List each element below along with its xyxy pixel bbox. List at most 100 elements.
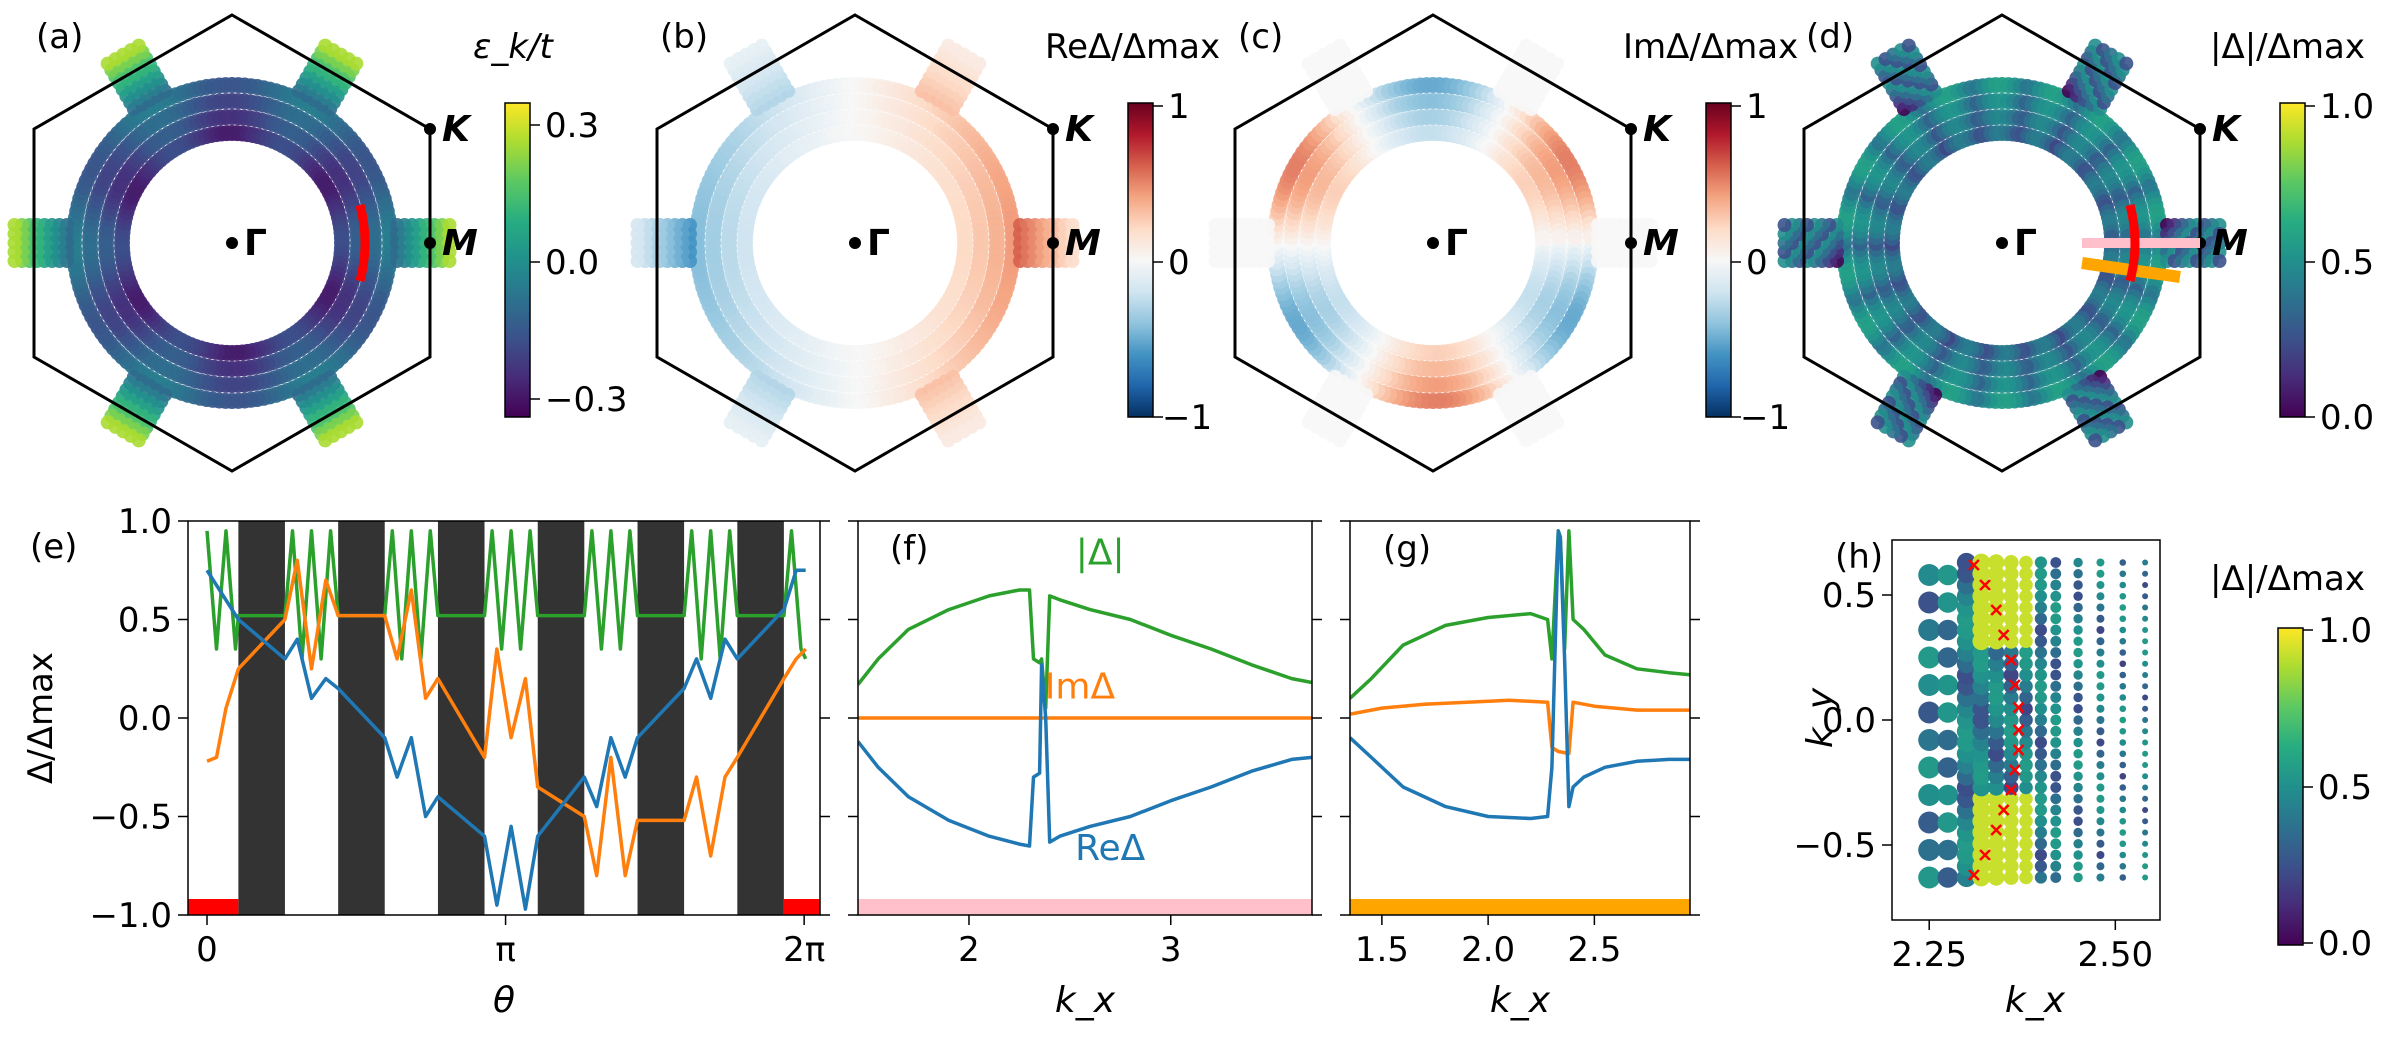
scatter-point bbox=[2096, 839, 2105, 848]
scatter-point bbox=[2003, 600, 2019, 615]
scatter-point bbox=[1937, 867, 1959, 888]
scatter-point bbox=[1988, 621, 2005, 639]
scatter-point bbox=[2003, 780, 2019, 795]
scatter-point bbox=[2034, 612, 2047, 625]
cross-marker bbox=[1990, 604, 2003, 616]
shaded-band bbox=[537, 521, 585, 915]
scatter-point bbox=[1988, 824, 2005, 841]
scatter-point bbox=[2050, 737, 2062, 748]
k-point bbox=[333, 229, 350, 246]
scatter-point bbox=[2019, 769, 2033, 784]
axes-frame bbox=[1349, 520, 1691, 916]
scatter-point bbox=[2003, 836, 2019, 852]
scatter-point bbox=[2096, 817, 2105, 826]
scatter-point bbox=[2003, 858, 2019, 874]
scatter-point bbox=[2073, 636, 2083, 646]
k-label: K bbox=[1643, 109, 1674, 150]
scatter-point bbox=[2096, 569, 2105, 578]
scatter-point bbox=[2050, 590, 2062, 602]
energy-dots bbox=[7, 38, 457, 448]
scatter-point bbox=[2003, 768, 2019, 784]
cbar-tick: 1 bbox=[1168, 87, 1190, 127]
scatter-point bbox=[1937, 592, 1959, 613]
scatter-point bbox=[2142, 818, 2149, 825]
cross-marker bbox=[2012, 701, 2025, 714]
x-axis-label: k_x bbox=[2005, 980, 2066, 1021]
scatter-point bbox=[2019, 578, 2033, 592]
cross-marker bbox=[1979, 849, 1991, 861]
scatter-point bbox=[2096, 761, 2105, 769]
scatter-point bbox=[2096, 637, 2105, 646]
scatter-point bbox=[2119, 671, 2127, 679]
scatter-point bbox=[2142, 672, 2149, 678]
scatter-point bbox=[2003, 678, 2019, 694]
scatter-point bbox=[1988, 745, 2005, 762]
scatter-point bbox=[2034, 725, 2047, 738]
scatter-point bbox=[2073, 771, 2083, 781]
axes-frame bbox=[1891, 539, 2161, 921]
y-tick-label: −1.0 bbox=[89, 896, 172, 936]
scatter-point bbox=[2096, 592, 2105, 601]
scatter-point bbox=[2034, 871, 2047, 884]
series-im bbox=[1350, 698, 1690, 756]
k-point bbox=[754, 38, 769, 53]
cut-indicator bbox=[1350, 899, 1690, 915]
cross-marker bbox=[2012, 724, 2025, 736]
scatter-point bbox=[2142, 863, 2149, 870]
cross-marker bbox=[2012, 744, 2025, 756]
cbar-title-a: ε_k/t bbox=[473, 27, 555, 67]
scatter-point bbox=[2142, 582, 2149, 588]
scatter-point bbox=[2050, 658, 2062, 670]
shaded-band bbox=[637, 521, 685, 915]
scatter-point bbox=[2050, 872, 2062, 883]
scatter-point bbox=[2073, 839, 2083, 849]
scatter-point bbox=[2142, 762, 2149, 768]
scatter-point bbox=[2019, 791, 2033, 806]
scatter-point bbox=[2142, 784, 2149, 791]
scatter-point bbox=[1988, 835, 2005, 852]
k-label: K bbox=[1065, 109, 1096, 150]
scatter-point bbox=[2073, 760, 2083, 770]
k-point bbox=[349, 56, 364, 71]
scatter-point bbox=[2019, 679, 2033, 694]
gamma-point bbox=[1427, 237, 1439, 249]
gamma-point bbox=[849, 237, 861, 249]
scatter-point bbox=[2119, 559, 2127, 566]
cross-marker bbox=[1997, 629, 2010, 641]
gamma-point bbox=[1996, 237, 2008, 249]
scatter-point bbox=[2096, 873, 2105, 882]
scatter-point bbox=[2034, 556, 2047, 569]
scatter-point bbox=[2096, 727, 2105, 736]
scatter-point bbox=[2142, 874, 2149, 881]
scatter-point bbox=[2073, 872, 2083, 883]
scatter-point bbox=[2142, 593, 2149, 600]
panel-e: 0 π 2π 1.0 0.5 0.0 −0.5 −1.0 (e) Δ/Δmax θ bbox=[21, 502, 830, 1021]
k-point bbox=[1550, 56, 1565, 71]
scatter-point bbox=[1988, 846, 2005, 864]
scatter-point bbox=[2050, 838, 2062, 850]
k-point-marker bbox=[1625, 123, 1637, 135]
fermi-arc-highlight bbox=[355, 203, 370, 283]
scatter-point bbox=[1918, 756, 1941, 779]
scatter-point bbox=[2142, 840, 2149, 847]
y-tick-label: 0.5 bbox=[1822, 576, 1876, 616]
scatter-point bbox=[2050, 827, 2062, 838]
scatter-point bbox=[2019, 600, 2033, 615]
scatter-point bbox=[2050, 770, 2062, 782]
scatter-point bbox=[2142, 795, 2149, 802]
x-tick-label: 1.5 bbox=[1355, 930, 1409, 970]
scatter-point bbox=[2050, 782, 2062, 793]
scatter-point bbox=[2073, 726, 2083, 736]
series-label-re: ReΔ bbox=[1075, 828, 1146, 869]
scatter-point bbox=[2019, 623, 2033, 637]
scatter-point bbox=[1988, 599, 2005, 616]
scatter-point bbox=[2073, 602, 2083, 613]
k-point bbox=[941, 433, 956, 448]
y-tick-label: 0.0 bbox=[118, 699, 172, 739]
scatter-point bbox=[2119, 817, 2127, 825]
cross-marker bbox=[1968, 869, 1980, 881]
scatter-point bbox=[2050, 815, 2062, 827]
scatter-point bbox=[1918, 866, 1941, 889]
scatter-point bbox=[2096, 738, 2105, 747]
